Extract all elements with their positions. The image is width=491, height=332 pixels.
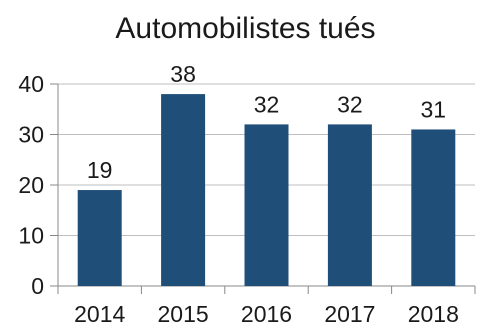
bar <box>161 94 206 286</box>
y-tick-label: 0 <box>31 273 44 299</box>
y-tick-label: 30 <box>18 122 44 148</box>
bar <box>77 190 122 286</box>
data-label: 32 <box>254 91 280 117</box>
x-tick-label: 2017 <box>324 301 375 327</box>
x-tick-label: 2015 <box>158 301 209 327</box>
bar <box>411 129 456 286</box>
y-tick-label: 40 <box>18 71 44 97</box>
x-tick-label: 2016 <box>241 301 292 327</box>
data-label: 38 <box>170 61 196 87</box>
data-label: 31 <box>421 96 447 122</box>
bar <box>327 124 372 287</box>
y-tick-label: 10 <box>18 223 44 249</box>
chart-title: Automobilistes tués <box>115 12 376 45</box>
x-tick-label: 2014 <box>74 301 125 327</box>
data-label: 32 <box>337 91 363 117</box>
data-label: 19 <box>87 157 113 183</box>
bar <box>244 124 289 287</box>
y-tick-label: 20 <box>18 172 44 198</box>
x-tick-label: 2018 <box>408 301 459 327</box>
